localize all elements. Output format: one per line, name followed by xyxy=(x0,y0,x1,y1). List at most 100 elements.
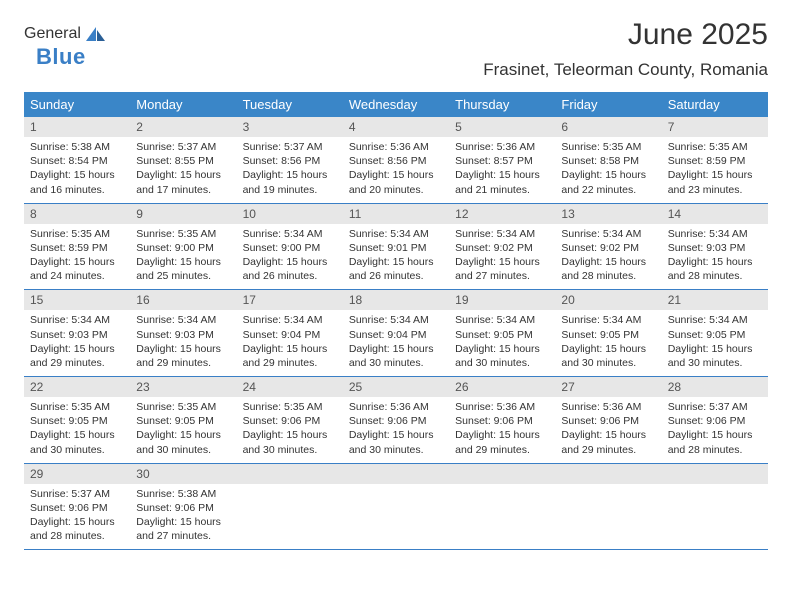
day-cells-row: Sunrise: 5:38 AMSunset: 8:54 PMDaylight:… xyxy=(24,137,768,203)
sunset-line: Sunset: 8:56 PM xyxy=(243,154,337,168)
day-number: 13 xyxy=(555,204,661,224)
day-header-mon: Monday xyxy=(130,92,236,117)
sunset-line: Sunset: 9:02 PM xyxy=(561,241,655,255)
sunrise-line: Sunrise: 5:37 AM xyxy=(668,400,762,414)
sunrise-line: Sunrise: 5:34 AM xyxy=(243,313,337,327)
day-number: 26 xyxy=(449,377,555,397)
day-cell: Sunrise: 5:36 AMSunset: 9:06 PMDaylight:… xyxy=(449,397,555,463)
sunset-line: Sunset: 9:03 PM xyxy=(668,241,762,255)
daylight-line: Daylight: 15 hours and 30 minutes. xyxy=(668,342,762,370)
day-number xyxy=(237,464,343,484)
daylight-line: Daylight: 15 hours and 28 minutes. xyxy=(561,255,655,283)
day-cell xyxy=(343,484,449,550)
daylight-line: Daylight: 15 hours and 30 minutes. xyxy=(136,428,230,456)
sunrise-line: Sunrise: 5:36 AM xyxy=(349,140,443,154)
daylight-line: Daylight: 15 hours and 27 minutes. xyxy=(455,255,549,283)
sunrise-line: Sunrise: 5:36 AM xyxy=(455,400,549,414)
day-header-wed: Wednesday xyxy=(343,92,449,117)
day-cell xyxy=(662,484,768,550)
daylight-line: Daylight: 15 hours and 29 minutes. xyxy=(243,342,337,370)
sunset-line: Sunset: 9:04 PM xyxy=(349,328,443,342)
daylight-line: Daylight: 15 hours and 28 minutes. xyxy=(30,515,124,543)
day-cell: Sunrise: 5:35 AMSunset: 8:59 PMDaylight:… xyxy=(662,137,768,203)
sunset-line: Sunset: 9:05 PM xyxy=(30,414,124,428)
sunrise-line: Sunrise: 5:34 AM xyxy=(30,313,124,327)
day-cell: Sunrise: 5:37 AMSunset: 8:56 PMDaylight:… xyxy=(237,137,343,203)
day-cell: Sunrise: 5:34 AMSunset: 9:05 PMDaylight:… xyxy=(555,310,661,376)
sunset-line: Sunset: 9:00 PM xyxy=(136,241,230,255)
daylight-line: Daylight: 15 hours and 22 minutes. xyxy=(561,168,655,196)
day-header-row: Sunday Monday Tuesday Wednesday Thursday… xyxy=(24,92,768,117)
day-number: 4 xyxy=(343,117,449,137)
sunset-line: Sunset: 9:06 PM xyxy=(243,414,337,428)
sunset-line: Sunset: 9:03 PM xyxy=(136,328,230,342)
daylight-line: Daylight: 15 hours and 26 minutes. xyxy=(243,255,337,283)
day-cell: Sunrise: 5:34 AMSunset: 9:05 PMDaylight:… xyxy=(449,310,555,376)
day-cell: Sunrise: 5:36 AMSunset: 8:56 PMDaylight:… xyxy=(343,137,449,203)
sunrise-line: Sunrise: 5:35 AM xyxy=(561,140,655,154)
day-cell: Sunrise: 5:36 AMSunset: 9:06 PMDaylight:… xyxy=(343,397,449,463)
daylight-line: Daylight: 15 hours and 17 minutes. xyxy=(136,168,230,196)
day-number: 14 xyxy=(662,204,768,224)
day-header-thu: Thursday xyxy=(449,92,555,117)
day-cell: Sunrise: 5:34 AMSunset: 9:05 PMDaylight:… xyxy=(662,310,768,376)
day-cell: Sunrise: 5:38 AMSunset: 9:06 PMDaylight:… xyxy=(130,484,236,550)
day-cell: Sunrise: 5:34 AMSunset: 9:03 PMDaylight:… xyxy=(662,224,768,290)
daylight-line: Daylight: 15 hours and 30 minutes. xyxy=(561,342,655,370)
day-number: 9 xyxy=(130,204,236,224)
day-cell: Sunrise: 5:36 AMSunset: 9:06 PMDaylight:… xyxy=(555,397,661,463)
day-number xyxy=(662,464,768,484)
daylight-line: Daylight: 15 hours and 20 minutes. xyxy=(349,168,443,196)
day-cell: Sunrise: 5:35 AMSunset: 8:59 PMDaylight:… xyxy=(24,224,130,290)
day-number: 20 xyxy=(555,290,661,310)
day-number: 30 xyxy=(130,464,236,484)
day-number: 28 xyxy=(662,377,768,397)
day-number: 22 xyxy=(24,377,130,397)
day-number: 24 xyxy=(237,377,343,397)
sunrise-line: Sunrise: 5:35 AM xyxy=(136,227,230,241)
sunrise-line: Sunrise: 5:34 AM xyxy=(243,227,337,241)
daylight-line: Daylight: 15 hours and 30 minutes. xyxy=(243,428,337,456)
day-cells-row: Sunrise: 5:35 AMSunset: 9:05 PMDaylight:… xyxy=(24,397,768,463)
sunset-line: Sunset: 9:06 PM xyxy=(30,501,124,515)
sunset-line: Sunset: 9:02 PM xyxy=(455,241,549,255)
sunrise-line: Sunrise: 5:34 AM xyxy=(561,227,655,241)
day-cell: Sunrise: 5:35 AMSunset: 9:06 PMDaylight:… xyxy=(237,397,343,463)
logo-text-general: General xyxy=(24,25,81,43)
week-block: 2930Sunrise: 5:37 AMSunset: 9:06 PMDayli… xyxy=(24,464,768,551)
day-number xyxy=(343,464,449,484)
daylight-line: Daylight: 15 hours and 19 minutes. xyxy=(243,168,337,196)
day-cell: Sunrise: 5:34 AMSunset: 9:02 PMDaylight:… xyxy=(555,224,661,290)
sunset-line: Sunset: 9:04 PM xyxy=(243,328,337,342)
daylight-line: Daylight: 15 hours and 30 minutes. xyxy=(349,428,443,456)
day-number-row: 891011121314 xyxy=(24,204,768,224)
sunset-line: Sunset: 9:05 PM xyxy=(668,328,762,342)
day-cell: Sunrise: 5:35 AMSunset: 9:00 PMDaylight:… xyxy=(130,224,236,290)
day-number: 12 xyxy=(449,204,555,224)
logo-text-blue: Blue xyxy=(36,44,86,69)
day-number: 7 xyxy=(662,117,768,137)
month-title: June 2025 xyxy=(483,18,768,52)
day-number: 16 xyxy=(130,290,236,310)
day-cell: Sunrise: 5:38 AMSunset: 8:54 PMDaylight:… xyxy=(24,137,130,203)
daylight-line: Daylight: 15 hours and 25 minutes. xyxy=(136,255,230,283)
day-cell: Sunrise: 5:34 AMSunset: 9:03 PMDaylight:… xyxy=(130,310,236,376)
week-block: 15161718192021Sunrise: 5:34 AMSunset: 9:… xyxy=(24,290,768,377)
day-number: 18 xyxy=(343,290,449,310)
sunset-line: Sunset: 9:06 PM xyxy=(561,414,655,428)
day-cell: Sunrise: 5:35 AMSunset: 9:05 PMDaylight:… xyxy=(24,397,130,463)
week-block: 22232425262728Sunrise: 5:35 AMSunset: 9:… xyxy=(24,377,768,464)
day-number-row: 2930 xyxy=(24,464,768,484)
daylight-line: Daylight: 15 hours and 27 minutes. xyxy=(136,515,230,543)
day-number-row: 22232425262728 xyxy=(24,377,768,397)
day-number: 8 xyxy=(24,204,130,224)
day-number: 15 xyxy=(24,290,130,310)
day-number: 3 xyxy=(237,117,343,137)
day-number: 27 xyxy=(555,377,661,397)
day-number xyxy=(555,464,661,484)
daylight-line: Daylight: 15 hours and 29 minutes. xyxy=(561,428,655,456)
sunrise-line: Sunrise: 5:35 AM xyxy=(668,140,762,154)
day-number: 1 xyxy=(24,117,130,137)
daylight-line: Daylight: 15 hours and 26 minutes. xyxy=(349,255,443,283)
daylight-line: Daylight: 15 hours and 16 minutes. xyxy=(30,168,124,196)
